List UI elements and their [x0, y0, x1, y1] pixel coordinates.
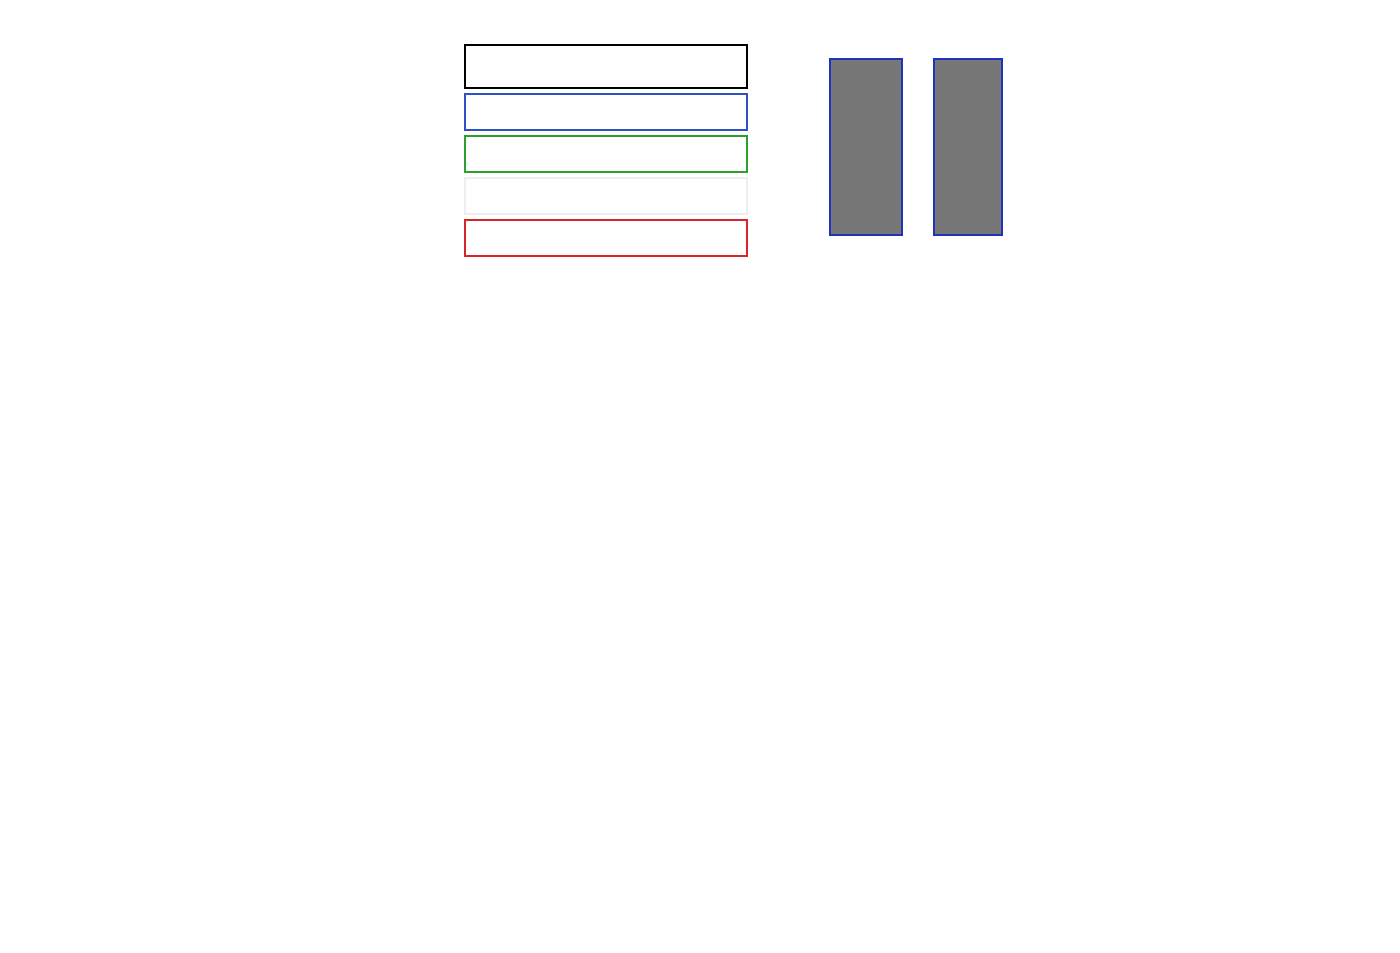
with-sky-image [831, 60, 901, 234]
header-meta [1056, 4, 1105, 52]
clean-image [935, 60, 1001, 234]
2d-spec-fiber1-image [466, 95, 565, 129]
decals-g-image [439, 528, 591, 695]
full-spectrum-plot [60, 336, 1315, 448]
pixel-flat-fiber2-image [567, 137, 656, 171]
header-summary [68, 4, 101, 52]
smoothed-fiber1-image [658, 95, 746, 129]
spacer [1089, 20, 1105, 36]
cutout-row-fiber-2 [464, 135, 748, 173]
2d-spec-fiber2-image [466, 137, 565, 171]
smoothed-fiber3-image [658, 179, 746, 213]
smoothed-weighted-image [658, 46, 746, 87]
cutout-row-fiber-3 [464, 177, 748, 215]
2d-spec-fiber3-image [466, 179, 565, 213]
cutout-row-fiber-1 [464, 93, 748, 131]
smoothed-fiber4-image [658, 221, 746, 255]
decals-match-summary [68, 485, 101, 533]
decals-r-image [624, 528, 776, 695]
clean-imagebox [933, 58, 1003, 236]
pixel-flat-fiber4-image [567, 221, 656, 255]
smoothed-fiber2-image [658, 137, 746, 171]
lineflux-map-image [254, 528, 406, 695]
cutout-row-fiber-4 [464, 219, 748, 257]
with-sky-imagebox [829, 58, 903, 236]
pixel-flat-blank [567, 46, 656, 87]
decals-z-image [809, 528, 961, 695]
cutout-row-weighted-sum [464, 44, 748, 89]
pixel-flat-fiber1-image [567, 95, 656, 129]
emission-line-zoom-plot [1030, 50, 1315, 248]
pixel-flat-fiber3-image [567, 179, 656, 213]
2d-spec-weighted-image [466, 46, 565, 87]
fiber-positions-image [71, 528, 223, 695]
2d-spec-fiber4-image [466, 221, 565, 255]
